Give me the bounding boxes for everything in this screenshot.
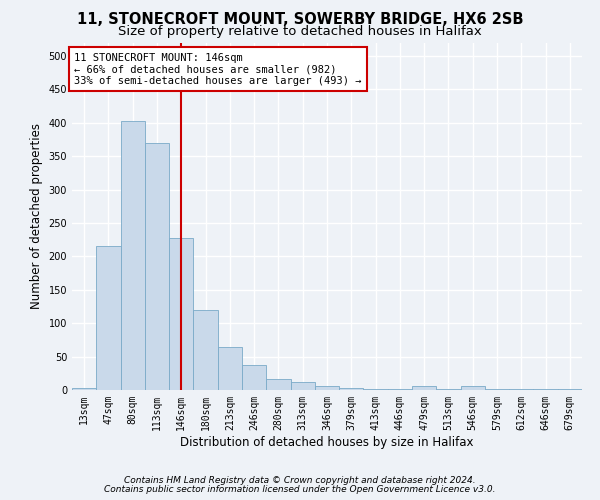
- Text: 11, STONECROFT MOUNT, SOWERBY BRIDGE, HX6 2SB: 11, STONECROFT MOUNT, SOWERBY BRIDGE, HX…: [77, 12, 523, 28]
- Text: Contains public sector information licensed under the Open Government Licence v3: Contains public sector information licen…: [104, 485, 496, 494]
- Bar: [339, 388, 364, 390]
- Bar: [96, 246, 121, 390]
- Bar: [218, 346, 242, 390]
- Bar: [412, 386, 436, 390]
- Bar: [193, 310, 218, 390]
- Bar: [461, 386, 485, 390]
- Bar: [485, 388, 509, 390]
- Bar: [145, 142, 169, 390]
- Y-axis label: Number of detached properties: Number of detached properties: [30, 123, 43, 309]
- Bar: [72, 388, 96, 390]
- Text: Contains HM Land Registry data © Crown copyright and database right 2024.: Contains HM Land Registry data © Crown c…: [124, 476, 476, 485]
- Bar: [169, 238, 193, 390]
- X-axis label: Distribution of detached houses by size in Halifax: Distribution of detached houses by size …: [180, 436, 474, 448]
- Bar: [290, 382, 315, 390]
- Text: Size of property relative to detached houses in Halifax: Size of property relative to detached ho…: [118, 25, 482, 38]
- Bar: [315, 386, 339, 390]
- Text: 11 STONECROFT MOUNT: 146sqm
← 66% of detached houses are smaller (982)
33% of se: 11 STONECROFT MOUNT: 146sqm ← 66% of det…: [74, 52, 362, 86]
- Bar: [266, 378, 290, 390]
- Bar: [242, 364, 266, 390]
- Bar: [121, 120, 145, 390]
